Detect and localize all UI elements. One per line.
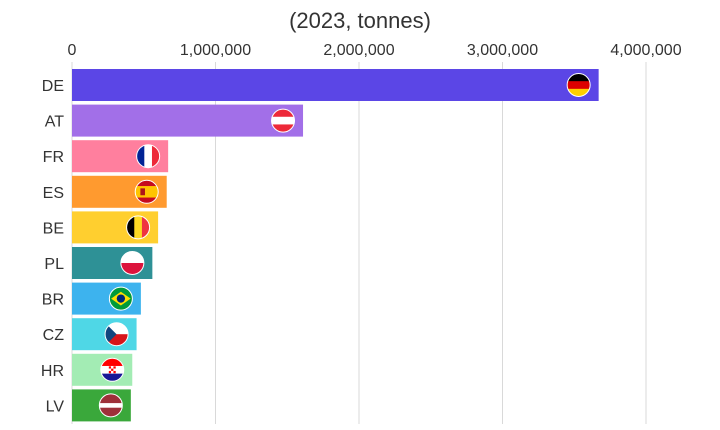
flag-pl-icon — [120, 251, 145, 275]
flag-at-icon — [271, 108, 296, 133]
flag-br-icon — [108, 286, 133, 311]
x-tick-label: 0 — [68, 42, 77, 59]
category-label: HR — [41, 363, 64, 380]
x-tick-label: 4,000,000 — [610, 42, 681, 59]
flag-hr-icon — [100, 357, 125, 382]
category-label: ES — [43, 185, 64, 202]
x-tick-label: 2,000,000 — [323, 42, 394, 59]
x-tick-label: 3,000,000 — [467, 42, 538, 59]
flag-de-icon — [566, 73, 591, 97]
flag-es-icon — [134, 179, 159, 204]
category-label: LV — [46, 398, 65, 415]
category-label: FR — [43, 149, 64, 166]
category-label: BE — [43, 220, 64, 237]
category-label: AT — [45, 114, 64, 131]
category-label: PL — [44, 256, 64, 273]
flag-lv-icon — [98, 393, 123, 418]
category-label: BR — [42, 292, 64, 309]
flag-fr-icon — [136, 144, 161, 169]
flag-be-icon — [126, 215, 151, 240]
bar-at — [72, 104, 304, 137]
chart-subtitle: (2023, tonnes) — [289, 8, 431, 33]
category-label: DE — [42, 78, 64, 95]
x-tick-label: 1,000,000 — [180, 42, 251, 59]
flag-cz-icon — [104, 322, 129, 347]
bar-de — [72, 69, 599, 101]
category-label: CZ — [43, 327, 65, 344]
